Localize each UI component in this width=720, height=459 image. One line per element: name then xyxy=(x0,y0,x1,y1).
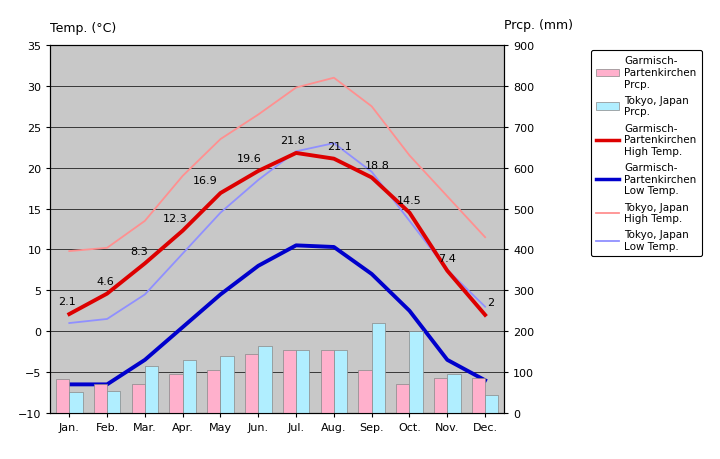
Bar xyxy=(472,378,485,413)
Bar xyxy=(258,346,271,413)
Bar xyxy=(69,392,83,413)
Text: 12.3: 12.3 xyxy=(163,213,187,224)
Text: Temp. (°C): Temp. (°C) xyxy=(50,22,117,35)
Bar xyxy=(132,384,145,413)
Bar xyxy=(359,370,372,413)
Bar xyxy=(447,375,461,413)
Bar xyxy=(183,360,196,413)
Bar xyxy=(334,350,347,413)
Text: 2: 2 xyxy=(487,297,495,308)
Bar xyxy=(485,395,498,413)
Text: 18.8: 18.8 xyxy=(365,160,390,170)
Text: 21.1: 21.1 xyxy=(327,141,352,151)
Text: 4.6: 4.6 xyxy=(96,276,114,286)
Text: 16.9: 16.9 xyxy=(193,176,217,186)
Text: 21.8: 21.8 xyxy=(280,136,305,146)
Bar xyxy=(169,375,183,413)
Bar xyxy=(296,350,310,413)
Legend: Garmisch-
Partenkirchen
Prcp., Tokyo, Japan
Prcp., Garmisch-
Partenkirchen
High : Garmisch- Partenkirchen Prcp., Tokyo, Ja… xyxy=(591,51,702,257)
Text: 19.6: 19.6 xyxy=(236,154,261,164)
Text: 7.4: 7.4 xyxy=(438,253,456,263)
Bar xyxy=(145,366,158,413)
Text: 8.3: 8.3 xyxy=(130,246,148,256)
Bar xyxy=(94,384,107,413)
Bar xyxy=(56,380,69,413)
Bar xyxy=(207,370,220,413)
Bar xyxy=(107,391,120,413)
Bar xyxy=(372,323,385,413)
Bar xyxy=(245,354,258,413)
Text: Prcp. (mm): Prcp. (mm) xyxy=(504,19,573,32)
Bar xyxy=(434,378,447,413)
Text: 14.5: 14.5 xyxy=(397,196,422,205)
Bar xyxy=(283,350,296,413)
Text: 2.1: 2.1 xyxy=(58,297,76,307)
Bar xyxy=(396,384,410,413)
Bar xyxy=(410,331,423,413)
Bar xyxy=(320,350,334,413)
Bar xyxy=(220,356,234,413)
